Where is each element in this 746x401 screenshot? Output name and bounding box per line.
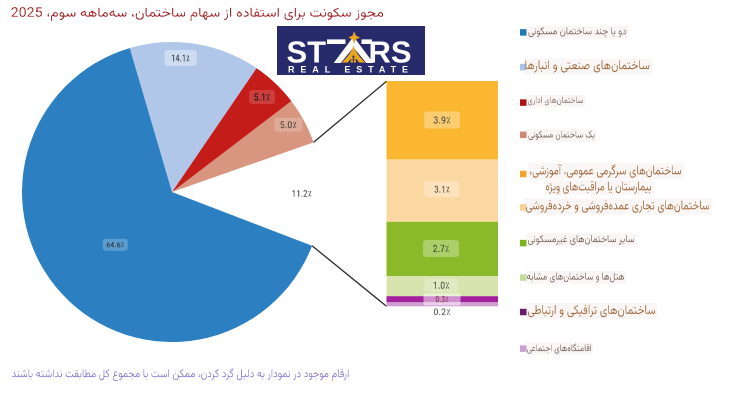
svg-text:ST: ST <box>287 35 327 70</box>
svg-text:REAL ESTATE: REAL ESTATE <box>288 64 414 74</box>
svg-text:RS: RS <box>369 35 412 70</box>
